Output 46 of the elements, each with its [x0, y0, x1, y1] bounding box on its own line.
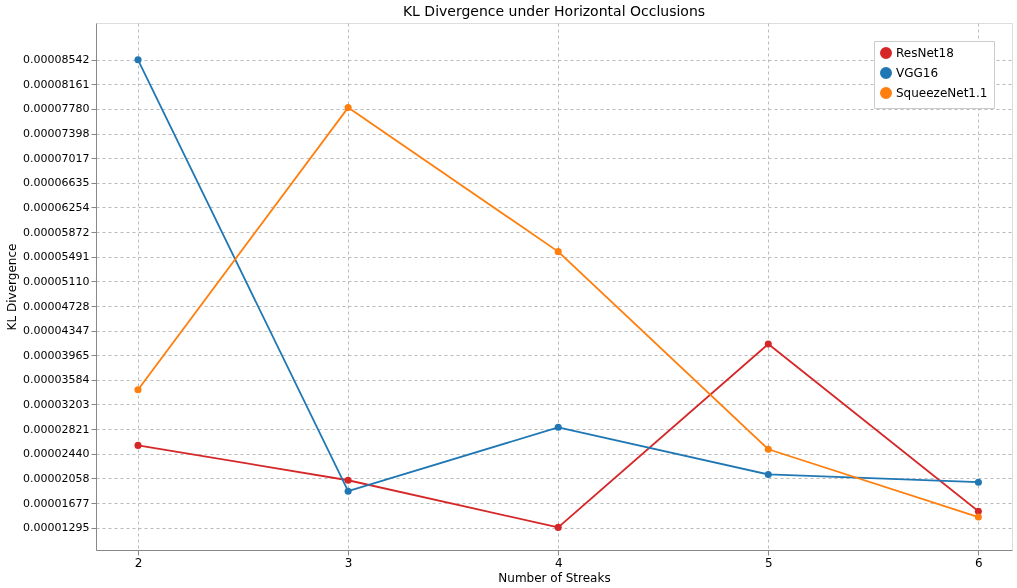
- legend-label: VGG16: [896, 66, 939, 80]
- point: [134, 386, 142, 394]
- x-tick-label: 3: [344, 555, 353, 570]
- y-tick-label: 0.00002440: [23, 447, 90, 461]
- y-tick-label: 0.00003584: [23, 373, 90, 387]
- y-tick-label: 0.00004347: [23, 324, 90, 338]
- y-tick-label: 0.00005491: [23, 250, 90, 264]
- y-tick-label: 0.00003203: [23, 397, 90, 411]
- point: [974, 513, 982, 521]
- y-tick-label: 0.00008161: [23, 77, 90, 91]
- y-tick-label: 0.00002058: [23, 471, 90, 485]
- point: [764, 445, 772, 453]
- x-tick-label: 4: [554, 555, 563, 570]
- point: [554, 523, 562, 531]
- point: [764, 470, 772, 478]
- y-tick-label: 0.00006254: [23, 200, 90, 214]
- point: [134, 56, 142, 64]
- x-tick-label: 6: [975, 555, 983, 570]
- point: [554, 248, 562, 256]
- point: [344, 476, 352, 484]
- y-tick-label: 0.00001295: [23, 521, 90, 535]
- y-tick-label: 0.00004728: [23, 299, 90, 313]
- point: [974, 507, 982, 515]
- x-tick-label: 2: [134, 555, 143, 570]
- point: [554, 423, 562, 431]
- x-axis-title: Number of Streaks: [498, 570, 611, 585]
- legend-label: SqueezeNet1.1: [896, 86, 988, 100]
- x-tick-label: 5: [764, 555, 773, 570]
- y-tick-label: 0.00007017: [23, 151, 90, 165]
- y-tick-label: 0.00002821: [23, 422, 90, 436]
- point: [134, 441, 142, 449]
- y-tick-label: 0.00005110: [23, 274, 90, 288]
- point: [344, 487, 352, 495]
- y-tick-label: 0.00003965: [23, 348, 90, 362]
- y-tick-label: 0.00007398: [23, 127, 90, 141]
- point: [764, 340, 772, 348]
- y-tick-label: 0.00006635: [23, 176, 90, 190]
- chart-title: KL Divergence under Horizontal Occlusions: [402, 3, 706, 19]
- y-tick-label: 0.00007780: [23, 102, 90, 116]
- legend-label: ResNet18: [896, 46, 954, 60]
- y-tick-label: 0.00001677: [23, 496, 90, 510]
- point: [974, 478, 982, 486]
- y-tick-label: 0.00005872: [23, 225, 90, 239]
- y-axis-title: KL Divergence: [5, 243, 20, 331]
- point: [344, 104, 352, 112]
- y-tick-label: 0.00008542: [23, 53, 90, 67]
